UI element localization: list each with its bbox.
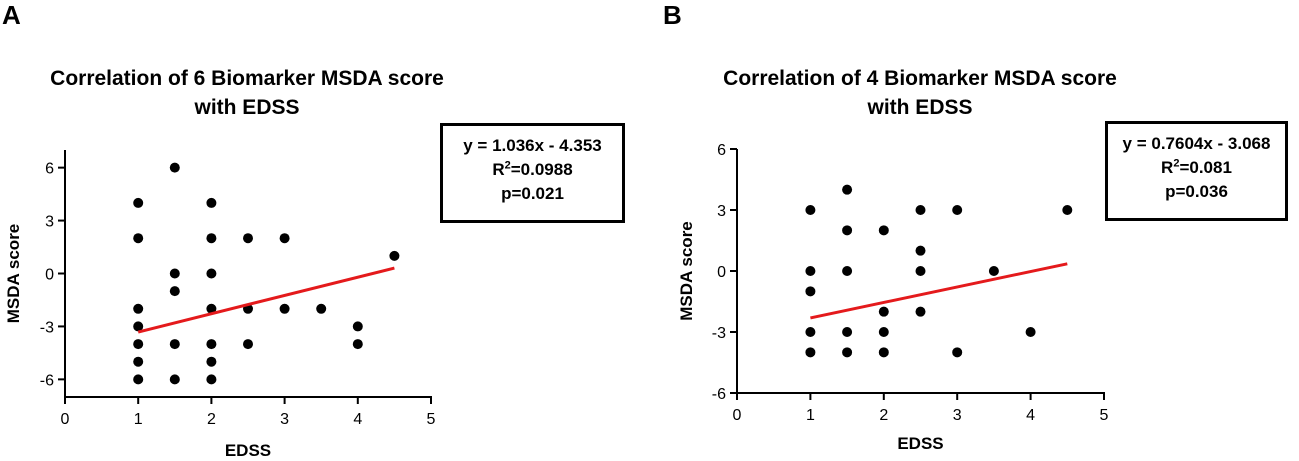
panel-a: A Correlation of 6 Biomarker MSDA score … <box>0 0 625 460</box>
x-axis-label: EDSS <box>897 434 943 453</box>
data-point <box>988 266 999 276</box>
data-point <box>206 233 217 244</box>
data-point <box>1025 327 1036 337</box>
data-point <box>915 266 926 276</box>
y-tick-label: 6 <box>717 142 726 159</box>
y-tick-label: 3 <box>717 203 726 220</box>
data-point <box>169 268 180 279</box>
p-value: p=0.021 <box>501 184 564 203</box>
regression-equation-box: y = 0.7604x - 3.068 R2=0.081 p=0.036 <box>1105 121 1288 221</box>
data-point <box>169 162 180 173</box>
data-point <box>133 233 144 244</box>
data-point <box>352 321 363 332</box>
y-axis-label: MSDA score <box>4 224 23 324</box>
data-point <box>842 347 853 358</box>
y-tick-label: 3 <box>45 214 54 231</box>
x-tick-label: 4 <box>353 411 362 428</box>
data-point <box>169 286 180 297</box>
x-tick-label: 0 <box>733 407 742 424</box>
data-point <box>805 205 816 215</box>
data-point <box>279 233 290 244</box>
data-point <box>842 327 853 337</box>
data-point <box>279 303 290 314</box>
data-point <box>133 374 144 385</box>
data-point <box>952 347 963 358</box>
scatter-plot-b: -6 -3 0 3 6 0 1 2 3 4 5 EDSS MSDA score <box>677 142 1109 453</box>
data-point <box>915 205 926 215</box>
x-tick-label: 1 <box>806 407 815 424</box>
data-point <box>878 225 889 236</box>
panel-b: B Correlation of 4 Biomarker MSDA score … <box>663 0 1299 461</box>
data-point <box>243 339 253 350</box>
chart-title-line1: Correlation of 4 Biomarker MSDA score <box>723 67 1117 90</box>
r-squared: R2=0.0988 <box>492 159 573 179</box>
data-point <box>133 321 144 332</box>
x-tick-label: 2 <box>879 407 888 424</box>
data-point <box>206 303 217 314</box>
panel-letter: A <box>2 0 21 30</box>
x-tick-label: 1 <box>134 411 143 428</box>
x-tick-label: 5 <box>427 411 436 428</box>
data-point <box>805 327 816 337</box>
regression-equation-box: y = 1.036x - 4.353 R2=0.0988 p=0.021 <box>440 123 625 223</box>
chart-title: Correlation of 6 Biomarker MSDA score wi… <box>0 64 494 122</box>
y-tick-label: 0 <box>45 267 54 284</box>
y-tick-label: 0 <box>717 264 726 281</box>
chart-title-line1: Correlation of 6 Biomarker MSDA score <box>50 67 444 90</box>
y-tick-label: -3 <box>40 319 54 336</box>
x-axis-label: EDSS <box>225 441 271 460</box>
data-point <box>206 268 217 279</box>
p-value: p=0.036 <box>1165 182 1228 201</box>
data-point <box>1062 205 1073 215</box>
scatter-plot-a: -6 -3 0 3 6 0 1 2 3 4 5 EDSS MSDA score <box>4 150 436 460</box>
y-tick-label: -6 <box>712 386 726 403</box>
regression-equation: y = 0.7604x - 3.068 <box>1122 134 1271 153</box>
data-point <box>842 184 853 195</box>
data-point <box>169 339 180 350</box>
x-tick-label: 5 <box>1100 407 1109 424</box>
chart-title: Correlation of 4 Biomarker MSDA score wi… <box>690 64 1150 122</box>
data-point <box>243 233 253 244</box>
x-tick-label: 4 <box>1026 407 1035 424</box>
x-tick-label: 3 <box>280 411 289 428</box>
data-point <box>352 339 363 350</box>
r-squared: R2=0.081 <box>1161 157 1232 177</box>
data-point <box>805 266 816 276</box>
data-point <box>842 266 853 276</box>
data-point <box>952 205 963 215</box>
data-point <box>915 306 926 317</box>
data-point <box>133 356 144 367</box>
regression-line <box>810 262 1068 320</box>
data-point <box>842 225 853 236</box>
data-point <box>206 374 217 385</box>
data-point <box>316 303 327 314</box>
x-tick-label: 3 <box>953 407 962 424</box>
y-tick-label: -6 <box>40 372 54 389</box>
data-point <box>805 286 816 297</box>
data-point <box>133 197 144 208</box>
data-point <box>169 374 180 385</box>
y-tick-label: 6 <box>45 161 54 178</box>
regression-line <box>137 266 395 334</box>
y-axis-label: MSDA score <box>677 221 696 321</box>
data-point <box>206 356 217 367</box>
data-point <box>915 245 926 256</box>
data-point <box>805 347 816 358</box>
data-point <box>878 306 889 317</box>
chart-title-line2: with EDSS <box>194 96 300 119</box>
data-point <box>206 339 217 350</box>
chart-title-line2: with EDSS <box>867 96 973 119</box>
data-point <box>878 347 889 358</box>
y-tick-label: -3 <box>712 325 726 342</box>
data-point <box>133 303 144 314</box>
x-tick-label: 0 <box>61 411 70 428</box>
panel-letter: B <box>663 0 682 30</box>
data-point <box>389 250 400 261</box>
data-point <box>133 339 144 350</box>
x-tick-label: 2 <box>207 411 216 428</box>
data-point <box>206 197 217 208</box>
data-point <box>878 327 889 337</box>
regression-equation: y = 1.036x - 4.353 <box>463 136 602 155</box>
